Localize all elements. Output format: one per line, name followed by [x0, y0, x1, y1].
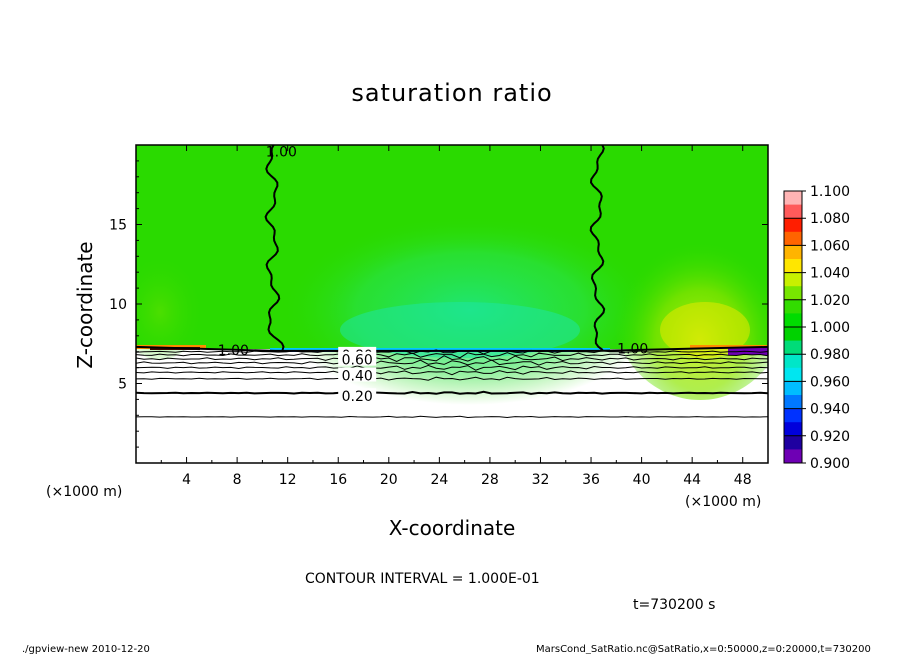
- colorbar-label: 0.900: [810, 456, 850, 472]
- contour-label: 1.00: [218, 343, 249, 359]
- field-blob-left: [136, 240, 205, 360]
- colorbar-swatch: [784, 395, 802, 410]
- y-axis-title: Z-coordinate: [73, 241, 97, 368]
- contour-label-bg: [338, 351, 377, 366]
- contour-label: 1.00: [266, 144, 297, 160]
- colorbar-swatch: [784, 272, 802, 287]
- colorbar-swatch: [784, 367, 802, 382]
- colorbar-label: 0.920: [810, 429, 850, 445]
- colorbar-swatch: [784, 381, 802, 396]
- colorbar-swatch: [784, 286, 802, 301]
- x-axis: 4 8 12 16 20 24 28 32 36 40 44 48: [160, 145, 752, 488]
- colorbar-swatch: [784, 313, 802, 328]
- contour-lines: 1.000.800.600.400.201.001.00: [136, 144, 768, 419]
- x-axis-unit: (×1000 m): [685, 494, 761, 510]
- x-tick-label: 16: [329, 472, 347, 488]
- colorbar-swatch: [784, 327, 802, 342]
- time-label: t=730200 s: [633, 597, 715, 613]
- field-band-center-blue: [270, 348, 610, 351]
- footer-right: MarsCond_SatRatio.nc@SatRatio,x=0:50000,…: [536, 644, 871, 654]
- contour-line: [136, 415, 768, 419]
- colorbar-label: 1.020: [810, 293, 850, 309]
- y-tick-label: 5: [118, 377, 127, 393]
- y-tick-label: 10: [109, 297, 127, 313]
- colorbar-swatch: [784, 449, 802, 464]
- colorbar-label: 1.080: [810, 211, 850, 227]
- colorbar-swatch: [784, 340, 802, 355]
- contour-line: [136, 352, 768, 359]
- x-tick-label: 8: [233, 472, 242, 488]
- colorbar-label: 1.060: [810, 238, 850, 254]
- colorbar-swatch: [784, 299, 802, 314]
- contour-line-1.00-base: [136, 345, 768, 352]
- contour-label-bg: [338, 388, 377, 403]
- colorbar-swatch: [784, 259, 802, 274]
- contour-line: [136, 355, 768, 362]
- contour-line: [136, 349, 768, 355]
- contour-line: [136, 364, 768, 371]
- colorbar-swatch: [784, 245, 802, 260]
- contour-line: [136, 390, 768, 395]
- x-tick-label: 32: [532, 472, 550, 488]
- contour-line: [136, 376, 768, 381]
- x-tick-label: 28: [481, 472, 499, 488]
- x-tick-label: 4: [182, 472, 191, 488]
- colorbar-label: 0.940: [810, 402, 850, 418]
- footer-left: ./gpview-new 2010-12-20: [22, 644, 150, 654]
- colorbar-swatch: [784, 204, 802, 219]
- x-tick-label: 40: [633, 472, 651, 488]
- colorbar-swatch: [784, 435, 802, 450]
- y-axis-unit: (×1000 m): [46, 484, 122, 500]
- x-tick-label: 36: [582, 472, 600, 488]
- y-tick-label: 15: [109, 218, 127, 234]
- colorbar-label: 0.980: [810, 347, 850, 363]
- contour-label: 0.20: [342, 389, 373, 405]
- y-axis: 5 10 15: [109, 160, 768, 448]
- colorbar-label: 1.100: [810, 184, 850, 200]
- colorbar-label: 1.000: [810, 320, 850, 336]
- contour-line-1.00-left: [264, 145, 285, 351]
- colorbar-swatch: [784, 231, 802, 246]
- contour-label-bg: [338, 367, 377, 382]
- x-axis-title: X-coordinate: [389, 516, 516, 540]
- x-tick-label: 12: [279, 472, 297, 488]
- field-blob-right: [610, 200, 768, 400]
- field-blob-center-core: [340, 302, 580, 358]
- colorbar-swatch: [784, 191, 802, 206]
- x-tick-label: 20: [380, 472, 398, 488]
- x-tick-label: 24: [430, 472, 448, 488]
- contour-interval-label: CONTOUR INTERVAL = 1.000E-01: [305, 571, 540, 587]
- field-blob-right-core: [660, 302, 750, 358]
- colorbar-label: 0.960: [810, 374, 850, 390]
- x-tick-label: 48: [734, 472, 752, 488]
- colorbar: 1.100 1.080 1.060 1.040 1.020 1.000 0.980 0.960…: [783, 184, 850, 472]
- colorbar-swatch: [784, 422, 802, 437]
- contour-line: [136, 370, 768, 376]
- colorbar-swatch: [784, 354, 802, 369]
- x-tick-label: 44: [683, 472, 701, 488]
- colorbar-swatch: [784, 218, 802, 233]
- colorbar-swatch: [784, 408, 802, 423]
- contour-line: [136, 359, 768, 366]
- contour-line-1.00-right: [589, 145, 606, 351]
- colorbar-label: 1.040: [810, 266, 850, 282]
- contour-label: 1.00: [617, 342, 648, 358]
- contour-label: 0.40: [342, 369, 373, 385]
- contour-label: 0.60: [342, 353, 373, 369]
- plot-area: [136, 145, 768, 463]
- chart-title: saturation ratio: [351, 79, 552, 107]
